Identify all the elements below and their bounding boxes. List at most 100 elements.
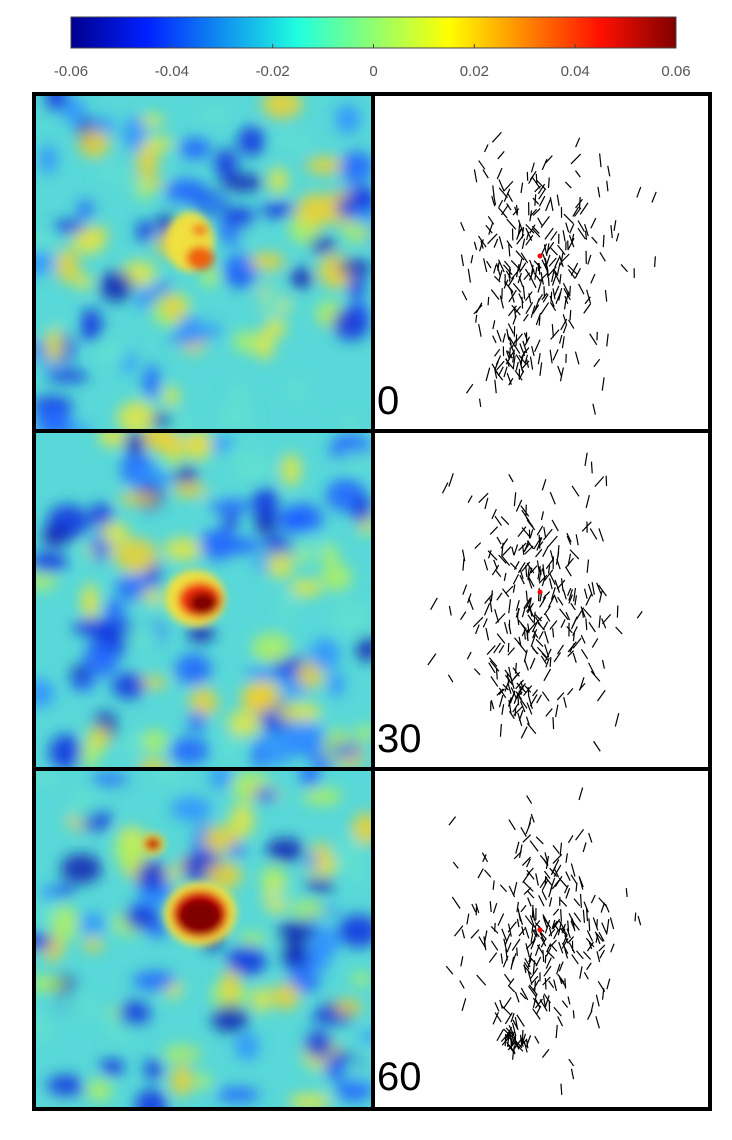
stick [514, 662, 517, 674]
blob [163, 537, 203, 562]
stick [583, 971, 589, 980]
stick [531, 279, 537, 288]
blob [200, 264, 219, 288]
stick [551, 324, 554, 338]
stick [472, 616, 484, 628]
blob [309, 638, 341, 671]
stick [601, 613, 612, 625]
stick [507, 350, 513, 359]
stick [556, 963, 561, 975]
stick [533, 272, 541, 281]
stick [508, 243, 511, 257]
stick [587, 583, 594, 597]
stick [560, 1083, 563, 1095]
stick [525, 565, 528, 577]
stick [535, 179, 547, 190]
stick [507, 697, 512, 707]
stick [529, 208, 538, 217]
stick [515, 691, 523, 700]
stick [498, 644, 505, 654]
stick [558, 334, 563, 344]
stick [540, 511, 545, 521]
stick [534, 922, 545, 933]
stick [596, 582, 602, 594]
blob [141, 729, 168, 754]
stick [507, 642, 510, 653]
stick [496, 592, 503, 601]
stick [507, 1044, 516, 1055]
stick [510, 1013, 515, 1023]
stick [460, 611, 467, 621]
stick [568, 589, 573, 601]
stick [526, 604, 533, 613]
stick [542, 591, 551, 599]
stick [522, 340, 528, 354]
stick [507, 323, 515, 334]
blob [204, 323, 223, 338]
stick [496, 688, 504, 696]
stick [549, 867, 558, 878]
blob [146, 922, 169, 938]
blob [128, 468, 172, 491]
stick [482, 854, 487, 863]
stick [517, 272, 522, 284]
stick [507, 277, 515, 287]
stick [549, 302, 557, 311]
stick [471, 903, 477, 913]
stick [508, 305, 517, 317]
stick [526, 869, 535, 880]
stick [517, 526, 527, 538]
stick [514, 345, 521, 354]
stick [580, 634, 586, 644]
blob [140, 114, 164, 127]
stick [462, 584, 468, 595]
blob [253, 330, 275, 360]
blob [77, 913, 106, 935]
stick [546, 943, 552, 953]
stick [515, 841, 520, 854]
blob [216, 1087, 260, 1103]
stick [535, 836, 544, 845]
blob [228, 383, 250, 408]
tick-label: 0.02 [460, 63, 489, 80]
stick [508, 885, 516, 898]
stick [515, 334, 518, 346]
blob [76, 200, 94, 219]
stick [578, 283, 585, 295]
stick [427, 653, 437, 666]
stick [465, 383, 474, 394]
stick [550, 586, 556, 600]
blob [100, 1058, 125, 1077]
stick [523, 313, 529, 322]
tick-label: 0.04 [561, 63, 590, 80]
blob [280, 453, 302, 487]
stick [467, 495, 473, 504]
blob [185, 437, 208, 451]
tick-label: -0.04 [155, 63, 189, 80]
stick [529, 840, 539, 852]
blob [262, 281, 283, 317]
stick [569, 549, 580, 560]
stick [584, 231, 588, 240]
stick [487, 550, 498, 561]
stick [525, 598, 532, 609]
blob [35, 1009, 52, 1045]
stick [538, 188, 546, 200]
blob [35, 772, 63, 786]
stick [503, 180, 514, 192]
stick [519, 262, 527, 273]
stick [503, 366, 508, 378]
stick [563, 213, 574, 225]
stick [552, 628, 555, 638]
stick [520, 363, 524, 373]
stick [503, 188, 511, 202]
stick [518, 542, 527, 551]
blob [89, 503, 114, 528]
stick [523, 881, 534, 892]
stick [478, 323, 482, 337]
stick [543, 993, 551, 1004]
stick [591, 236, 598, 244]
blob [189, 592, 217, 614]
stick [527, 567, 533, 581]
stick [545, 947, 552, 957]
